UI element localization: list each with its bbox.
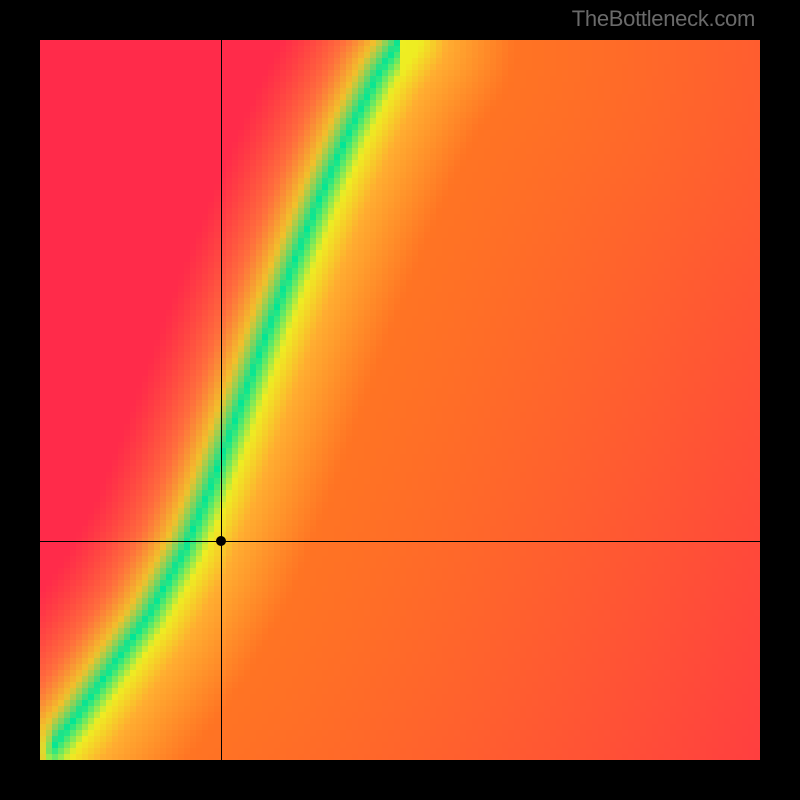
heatmap-canvas: [40, 40, 760, 760]
heatmap-plot: [40, 40, 760, 760]
crosshair-marker: [216, 536, 226, 546]
crosshair-vertical: [221, 40, 222, 760]
crosshair-horizontal: [40, 541, 760, 542]
watermark-text: TheBottleneck.com: [572, 6, 755, 32]
